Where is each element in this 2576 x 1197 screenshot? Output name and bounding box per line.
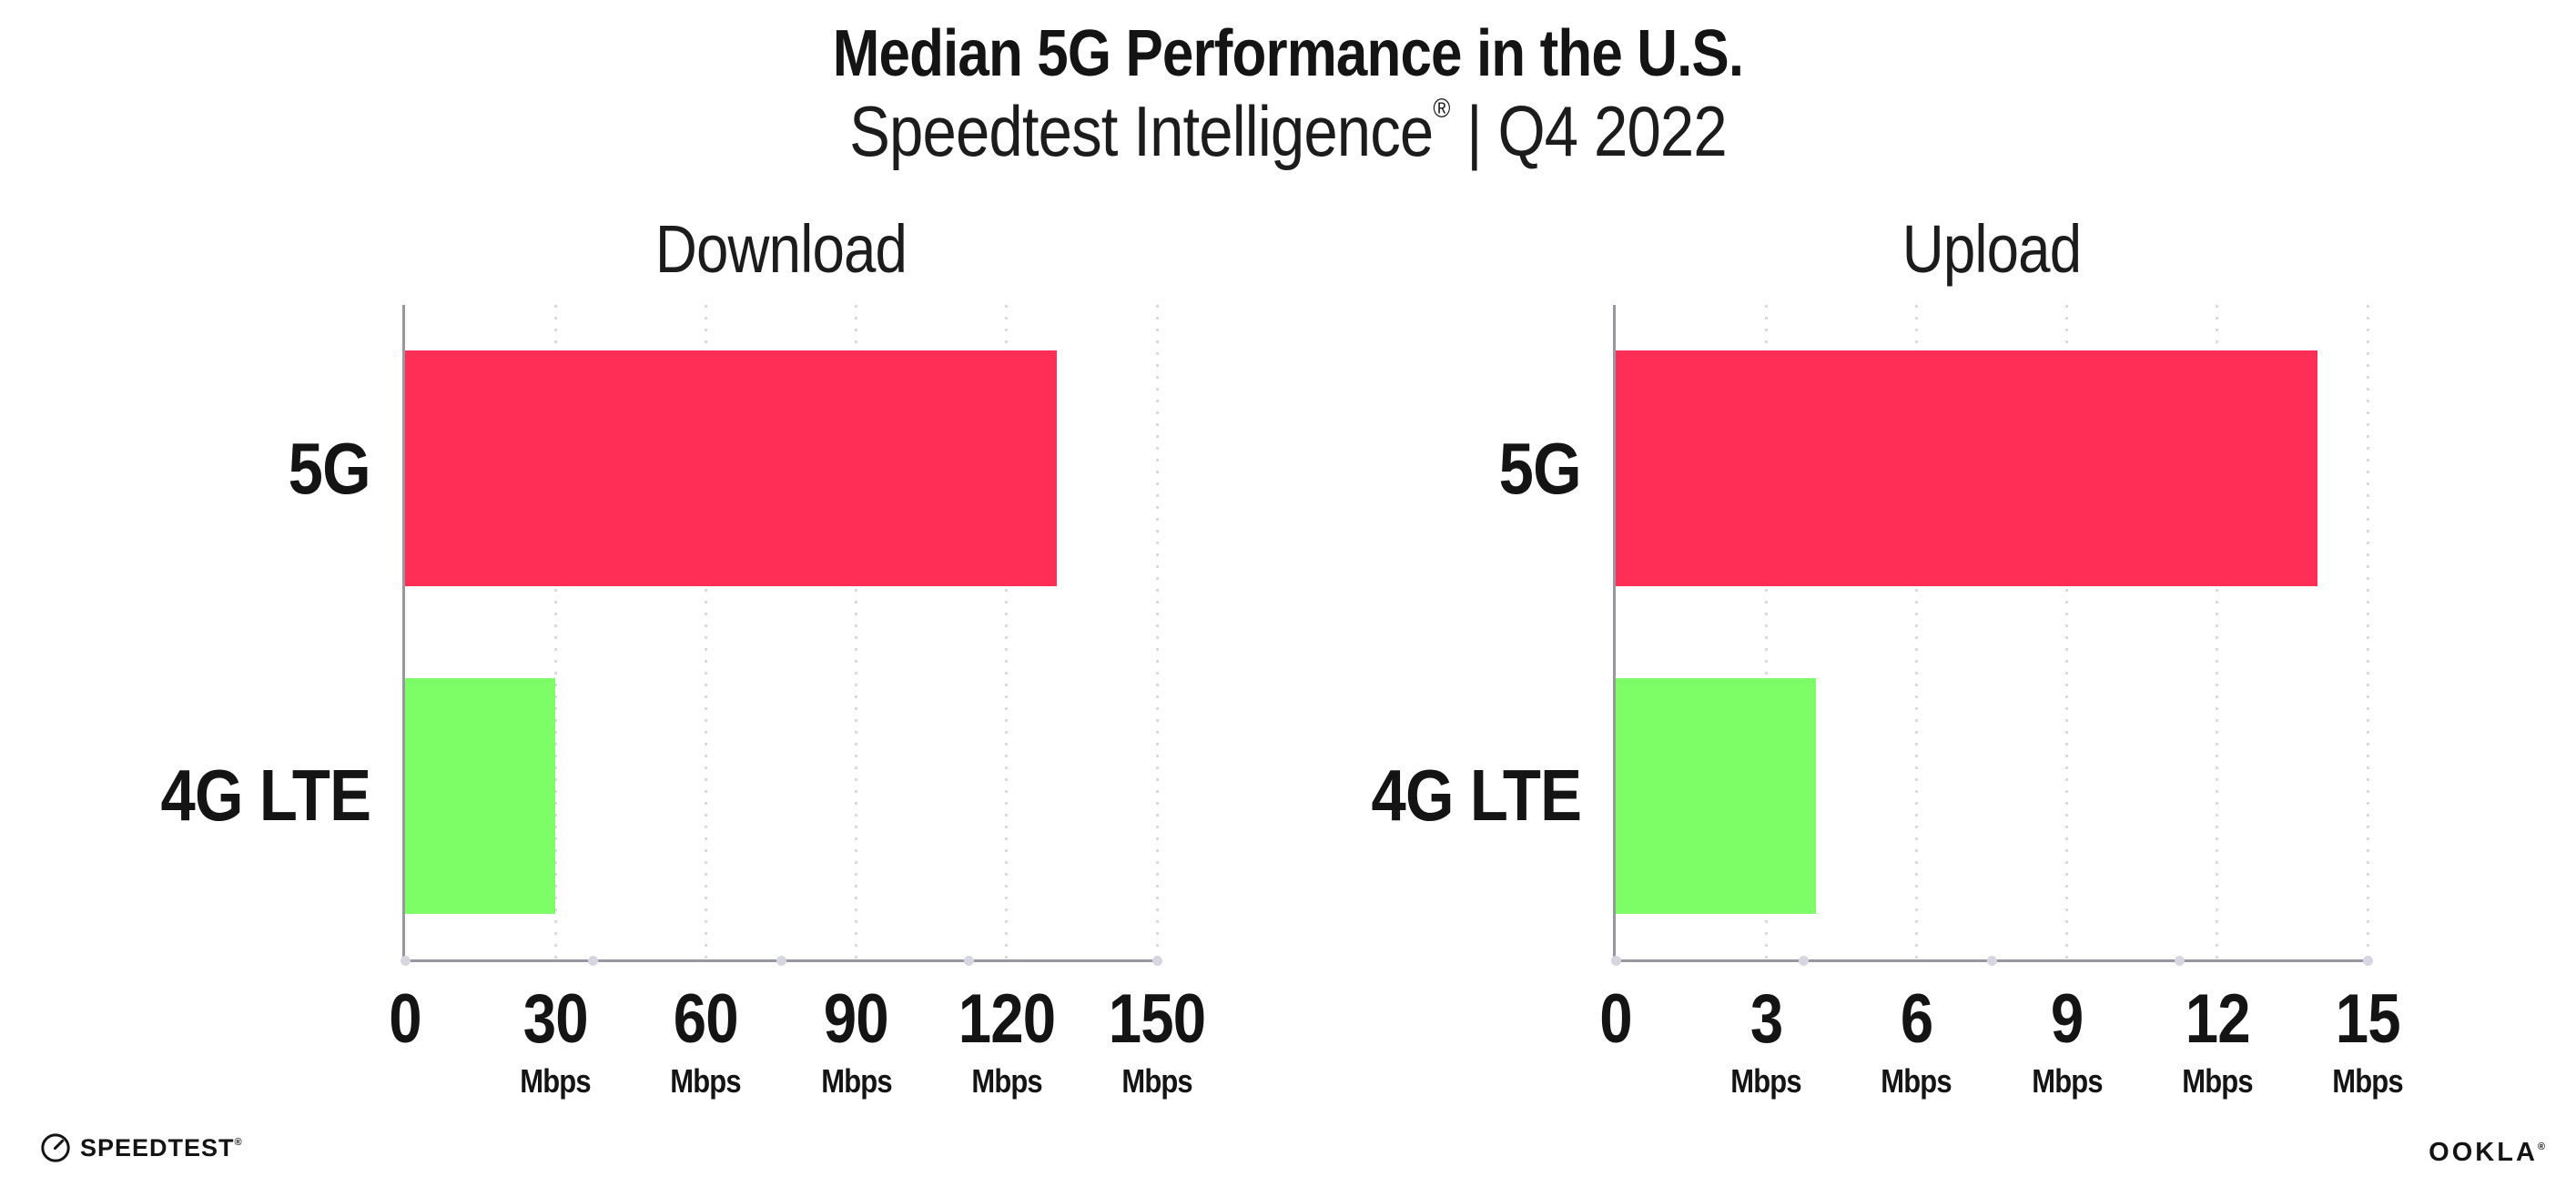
x-tick-unit: Mbps: [670, 1062, 742, 1100]
x-tick-120: 120 Mbps: [950, 985, 1063, 1098]
axis-tick-dot: [2175, 956, 2185, 966]
axis-tick-dot: [400, 956, 411, 966]
x-tick-unit: Mbps: [1121, 1062, 1192, 1100]
ookla-wordmark: OOKLA: [2429, 1138, 2538, 1167]
row-label-text: 4G LTE: [1371, 755, 1581, 837]
x-tick-unit: Mbps: [1730, 1062, 1801, 1100]
x-tick-unit: Mbps: [2031, 1062, 2103, 1100]
row-label-5g: 5G: [275, 427, 371, 509]
axis-tick-dot: [964, 956, 974, 966]
subtitle-brand: Speedtest Intelligence: [849, 91, 1434, 171]
gridline-15: [2366, 305, 2369, 959]
upload-chart-plot: Upload 0 3 Mbps 6 Mbps 9 Mbps 12 Mbps 15 Mbps 5G 4G …: [1371, 216, 2403, 1098]
subtitle-period: | Q4 2022: [1450, 91, 1728, 171]
x-tick-unit: Mbps: [2182, 1062, 2253, 1100]
row-label-text: 5G: [288, 427, 371, 509]
registered-mark: ®: [2537, 1141, 2545, 1152]
axis-tick-dot: [1986, 956, 1997, 966]
speedtest-logo: SPEEDTEST®: [40, 1132, 242, 1163]
x-tick-30: 30 Mbps: [514, 985, 596, 1098]
x-tick-value: 90: [824, 980, 889, 1058]
x-tick-6: 6 Mbps: [1875, 985, 1957, 1098]
gridline-6: [1914, 305, 1918, 959]
axis-tick-dot: [776, 956, 786, 966]
registered-mark: ®: [1433, 94, 1451, 124]
row-label-4g-lte: 4G LTE: [1337, 759, 1581, 832]
page-title-text: Median 5G Performance in the U.S.: [832, 17, 1744, 90]
bar-5g: [405, 350, 1057, 587]
x-tick-value: 12: [2185, 980, 2250, 1058]
x-tick-unit: Mbps: [820, 1062, 892, 1100]
page-title: Median 5G Performance in the U.S.: [758, 17, 1817, 90]
registered-mark: ®: [234, 1136, 242, 1148]
page-subtitle: Speedtest Intelligence® | Q4 2022: [778, 94, 1799, 169]
x-tick-value: 15: [2335, 980, 2400, 1058]
bar-4g-lte: [405, 677, 556, 914]
speedtest-wordmark: SPEEDTEST®: [80, 1133, 242, 1161]
gridline-120: [1005, 305, 1009, 959]
download-chart-plot: Download 0 30 Mbps 60 Mbps 90 Mbps 120 Mbps 150 Mb…: [160, 216, 1206, 1098]
x-tick-unit: Mbps: [1881, 1062, 1952, 1100]
x-tick-unit: Mbps: [520, 1062, 591, 1100]
axis-tick-dot: [1799, 956, 1809, 966]
axis-tick-dot: [588, 956, 598, 966]
x-tick-unit: Mbps: [2332, 1062, 2403, 1100]
x-tick-0: 0: [386, 985, 423, 1054]
x-tick-value: 60: [673, 980, 739, 1058]
x-tick-value: 150: [1108, 980, 1206, 1058]
x-tick-value: 3: [1749, 980, 1782, 1058]
row-label-5g: 5G: [1486, 427, 1582, 509]
x-tick-value: 120: [958, 980, 1056, 1058]
x-tick-value: 9: [2050, 980, 2084, 1058]
gridline-30: [553, 305, 557, 959]
x-tick-9: 9 Mbps: [2026, 985, 2108, 1098]
x-tick-90: 90 Mbps: [816, 985, 898, 1098]
upload-chart-title: Upload: [1902, 211, 2082, 287]
x-tick-value: 30: [522, 980, 589, 1058]
x-tick-60: 60 Mbps: [664, 985, 746, 1098]
row-label-text: 4G LTE: [160, 755, 370, 837]
gridline-60: [704, 305, 707, 959]
row-label-text: 5G: [1498, 427, 1582, 509]
x-tick-value: 0: [1599, 980, 1632, 1058]
bar-4g-lte: [1616, 677, 1817, 914]
bar-5g: [1616, 350, 2317, 587]
axis-tick-dot: [1151, 956, 1162, 966]
page-subtitle-text: Speedtest Intelligence® | Q4 2022: [849, 94, 1728, 169]
x-tick-0: 0: [1597, 985, 1634, 1054]
axis-tick-dot: [2362, 956, 2373, 966]
gridline-150: [1155, 305, 1159, 959]
x-tick-3: 3 Mbps: [1725, 985, 1807, 1098]
gridline-12: [2216, 305, 2219, 959]
x-tick-150: 150 Mbps: [1100, 985, 1213, 1098]
axis-tick-dot: [1610, 956, 1621, 966]
row-label-4g-lte: 4G LTE: [127, 759, 370, 832]
x-tick-value: 6: [1900, 980, 1933, 1058]
x-tick-12: 12 Mbps: [2176, 985, 2258, 1098]
x-tick-value: 0: [389, 980, 421, 1058]
gridline-90: [855, 305, 858, 959]
gridline-3: [1764, 305, 1768, 959]
ookla-logo: OOKLA®: [2429, 1140, 2545, 1166]
download-chart-title: Download: [654, 211, 908, 287]
x-tick-15: 15 Mbps: [2327, 985, 2409, 1098]
gridline-9: [2065, 305, 2069, 959]
x-tick-unit: Mbps: [971, 1062, 1042, 1100]
speedtest-gauge-icon: [40, 1132, 71, 1163]
